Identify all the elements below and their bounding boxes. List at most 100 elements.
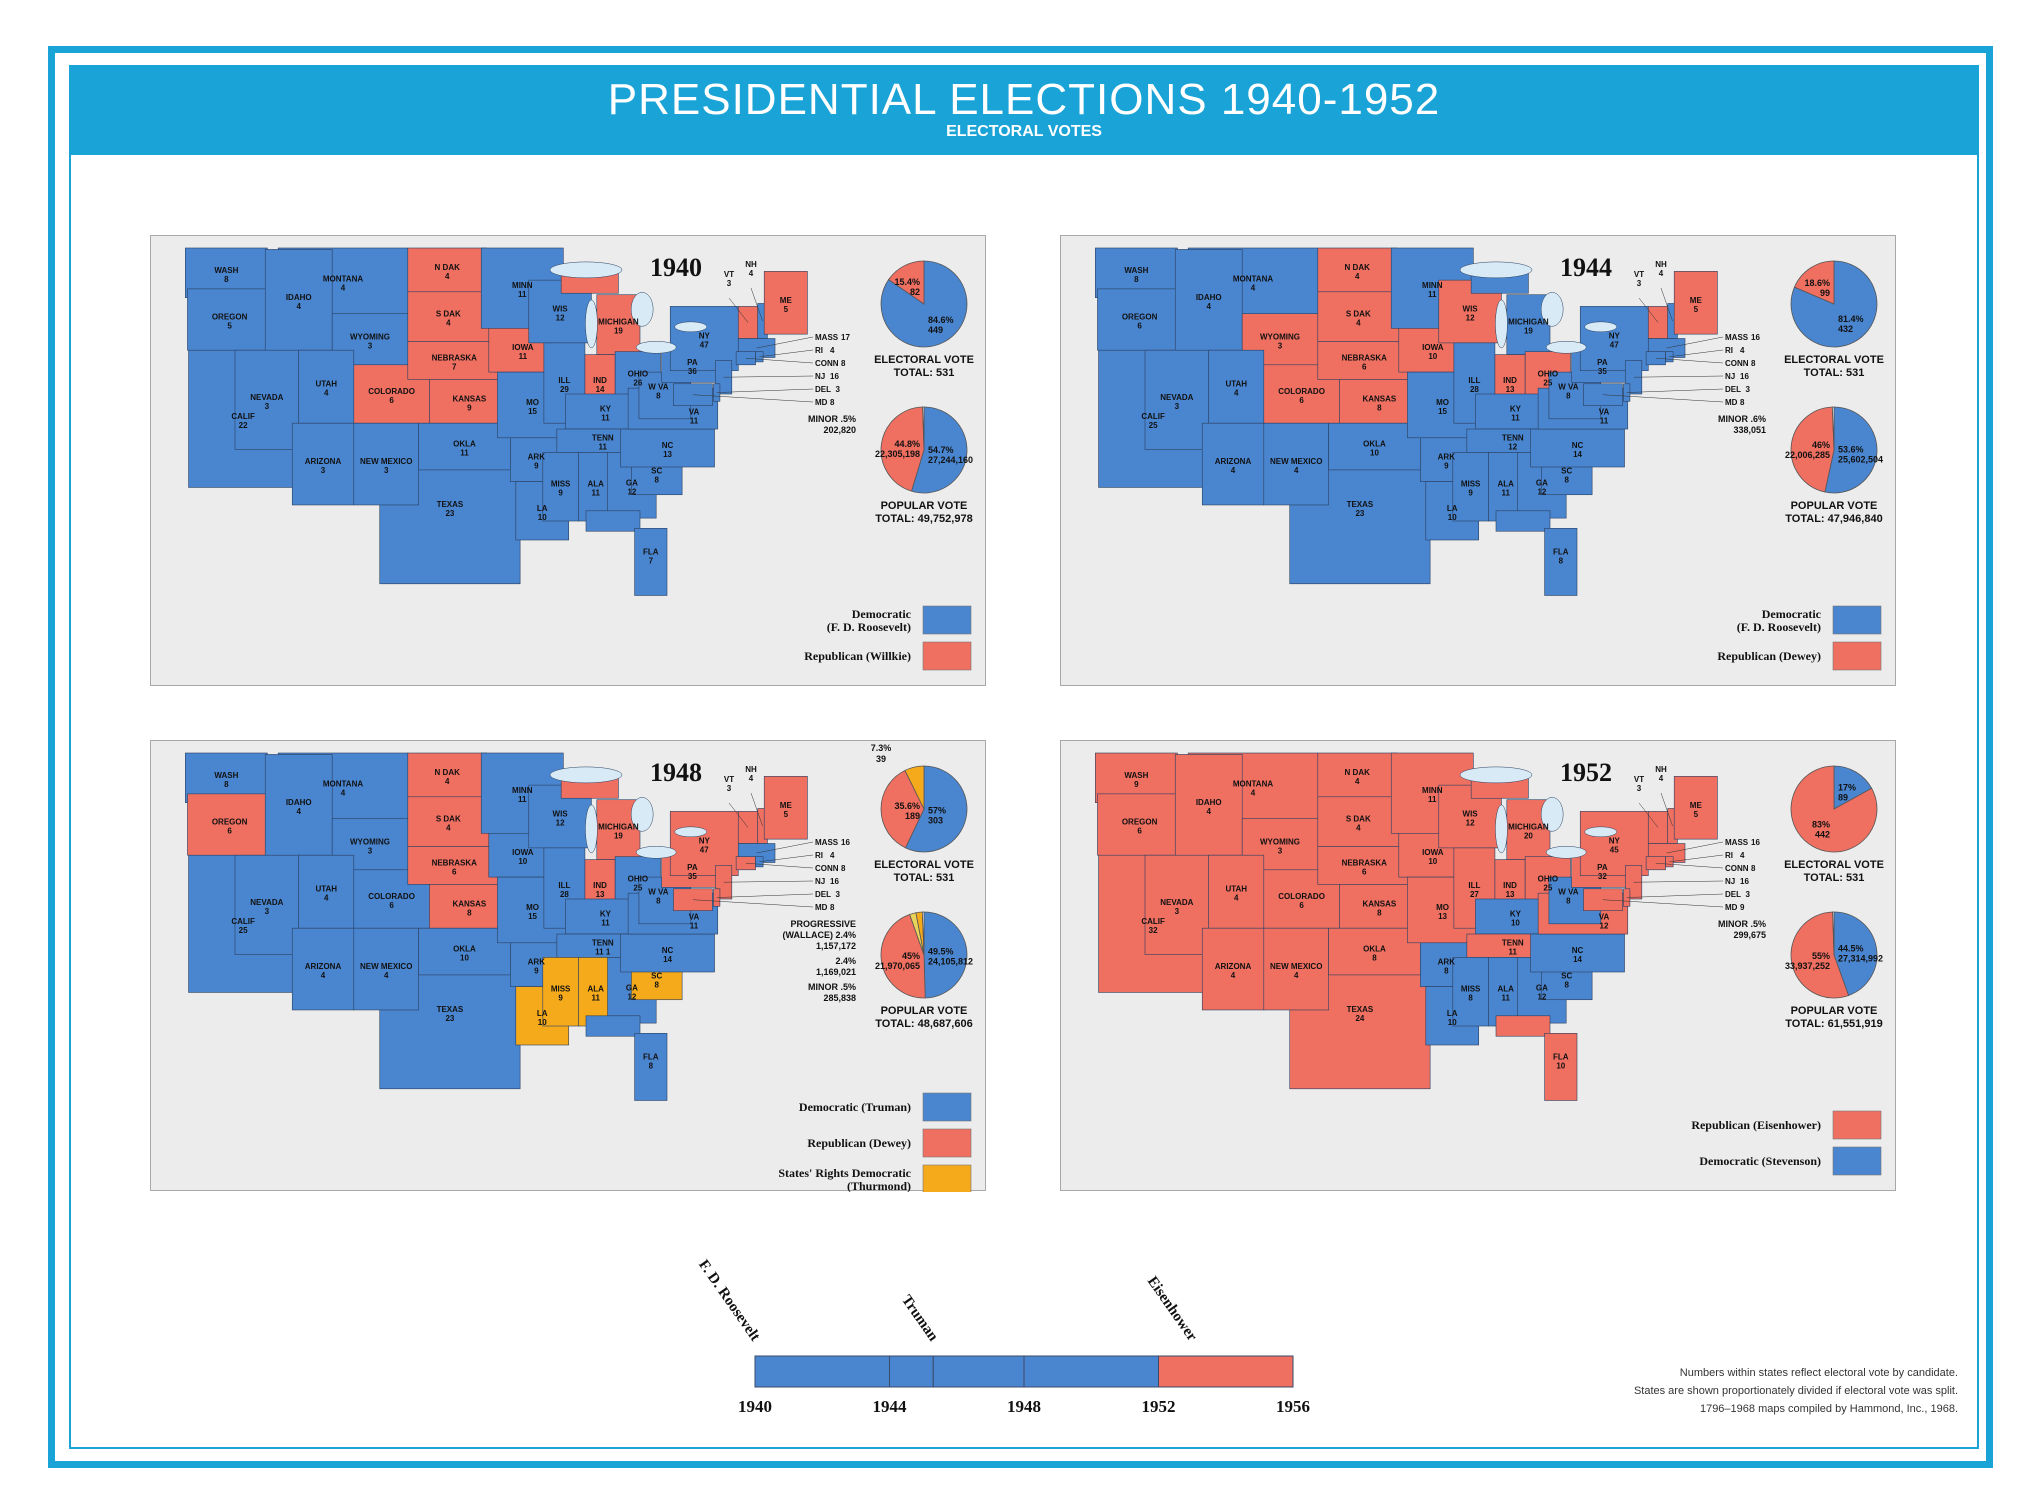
- state-label-ME: ME: [1690, 296, 1703, 305]
- state-NM[interactable]: [353, 422, 419, 506]
- state-FL[interactable]: [1544, 1033, 1578, 1101]
- state-AL[interactable]: [578, 957, 614, 1027]
- state-votes-VT: 3: [727, 279, 732, 288]
- state-label-CO: COLORADO: [1278, 387, 1325, 396]
- state-ID[interactable]: [1174, 754, 1243, 856]
- state-MS[interactable]: [542, 957, 579, 1027]
- state-label-OK: OKLA: [1363, 440, 1386, 449]
- state-OK[interactable]: [418, 422, 511, 471]
- election-map-1944: TEXAS23CALIF25MONTANA4WASH8OREGON6NEVADA…: [1095, 247, 1884, 671]
- state-MD[interactable]: [1583, 383, 1623, 406]
- state-UT[interactable]: [298, 854, 355, 929]
- state-FL[interactable]: [1544, 528, 1578, 596]
- state-VT[interactable]: [1647, 306, 1669, 339]
- state-NC[interactable]: [620, 933, 715, 973]
- pie-slice-note-minor: MINOR .5% 202,820: [771, 414, 856, 436]
- lake-shape: [1459, 261, 1533, 279]
- state-NY[interactable]: [669, 306, 739, 371]
- leader-line: [728, 802, 749, 828]
- state-MS[interactable]: [1452, 452, 1489, 522]
- state-label-NE: NEBRASKA: [432, 353, 478, 362]
- state-NE[interactable]: [407, 846, 501, 885]
- state-NV[interactable]: [1144, 854, 1210, 955]
- state-NY[interactable]: [1579, 306, 1649, 371]
- state-votes-VA: 11: [690, 416, 699, 425]
- state-SD[interactable]: [407, 796, 490, 847]
- state-label-SD: S DAK: [436, 815, 461, 824]
- state-VT[interactable]: [1647, 811, 1669, 844]
- state-NM[interactable]: [1263, 927, 1329, 1011]
- state-ND[interactable]: [1317, 752, 1397, 798]
- state-UT[interactable]: [1208, 349, 1265, 424]
- state-CT[interactable]: [735, 856, 756, 871]
- state-FL[interactable]: [585, 1015, 641, 1037]
- state-UT[interactable]: [1208, 854, 1265, 929]
- lake-shape: [1540, 797, 1564, 832]
- state-UT[interactable]: [298, 349, 355, 424]
- state-FL[interactable]: [1495, 510, 1551, 532]
- state-SD[interactable]: [407, 291, 490, 342]
- state-SD[interactable]: [1317, 796, 1400, 847]
- state-NV[interactable]: [234, 349, 300, 450]
- state-VT[interactable]: [737, 306, 759, 339]
- state-RI[interactable]: [1665, 856, 1674, 868]
- state-CT[interactable]: [735, 351, 756, 366]
- state-NC[interactable]: [1530, 428, 1625, 468]
- state-label-ME: ME: [780, 296, 793, 305]
- state-AZ[interactable]: [291, 927, 355, 1011]
- state-ND[interactable]: [407, 247, 487, 293]
- state-votes-ME: 5: [1694, 810, 1699, 819]
- state-MS[interactable]: [1452, 957, 1489, 1027]
- state-label-NV: NEVADA: [1160, 898, 1193, 907]
- state-OR[interactable]: [187, 288, 273, 351]
- state-AL[interactable]: [1488, 452, 1524, 522]
- state-label-MO: MO: [526, 398, 539, 407]
- state-FL[interactable]: [1495, 1015, 1551, 1037]
- state-MD[interactable]: [673, 383, 713, 406]
- state-AZ[interactable]: [291, 422, 355, 506]
- state-MD[interactable]: [1583, 888, 1623, 911]
- state-NM[interactable]: [353, 927, 419, 1011]
- state-OR[interactable]: [187, 793, 273, 856]
- state-NY[interactable]: [669, 811, 739, 876]
- state-NE[interactable]: [407, 341, 501, 380]
- state-VT[interactable]: [737, 811, 759, 844]
- state-ID[interactable]: [264, 754, 333, 856]
- state-FL[interactable]: [634, 1033, 668, 1101]
- state-OR[interactable]: [1097, 793, 1183, 856]
- state-NV[interactable]: [1144, 349, 1210, 450]
- state-NC[interactable]: [1530, 933, 1625, 973]
- state-RI[interactable]: [1665, 351, 1674, 363]
- state-ID[interactable]: [1174, 249, 1243, 351]
- state-ME[interactable]: [1673, 271, 1718, 335]
- state-OR[interactable]: [1097, 288, 1183, 351]
- state-KS[interactable]: [429, 884, 510, 929]
- state-KS[interactable]: [1339, 379, 1420, 424]
- state-AZ[interactable]: [1201, 927, 1265, 1011]
- state-NM[interactable]: [1263, 422, 1329, 506]
- state-ID[interactable]: [264, 249, 333, 351]
- state-ND[interactable]: [1317, 247, 1397, 293]
- state-NE[interactable]: [1317, 846, 1411, 885]
- state-NC[interactable]: [620, 428, 715, 468]
- state-OK[interactable]: [1328, 927, 1421, 976]
- state-MS[interactable]: [542, 452, 579, 522]
- state-OK[interactable]: [1328, 422, 1421, 471]
- state-NY[interactable]: [1579, 811, 1649, 876]
- state-votes-MT: 4: [341, 789, 346, 798]
- state-AZ[interactable]: [1201, 422, 1265, 506]
- state-ME[interactable]: [1673, 776, 1718, 840]
- state-votes-CO: 6: [389, 901, 394, 910]
- state-ME[interactable]: [763, 776, 808, 840]
- state-ND[interactable]: [407, 752, 487, 798]
- state-AL[interactable]: [1488, 957, 1524, 1027]
- state-FL[interactable]: [634, 528, 668, 596]
- state-FL[interactable]: [585, 510, 641, 532]
- state-RI[interactable]: [755, 351, 764, 363]
- state-OK[interactable]: [418, 927, 511, 976]
- state-NV[interactable]: [234, 854, 300, 955]
- state-ME[interactable]: [763, 271, 808, 335]
- state-RI[interactable]: [755, 856, 764, 868]
- state-MD[interactable]: [673, 888, 713, 911]
- state-KS[interactable]: [429, 379, 510, 424]
